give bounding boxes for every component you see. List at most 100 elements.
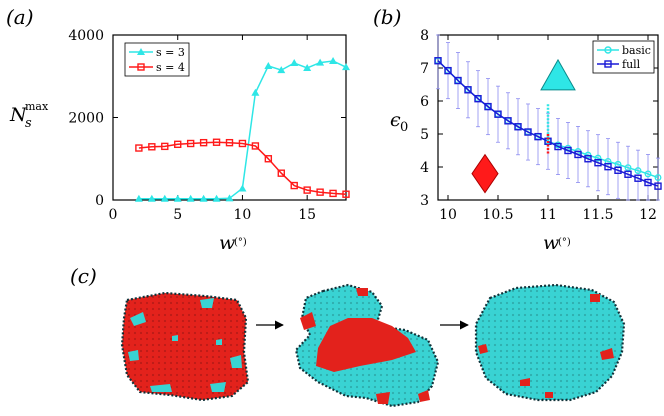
data-point-full (564, 146, 572, 155)
legend-b: basic full (592, 40, 655, 74)
x-tick-label-a: 15 (298, 207, 316, 223)
cluster-middle (294, 283, 440, 408)
data-point-s-4 (148, 143, 156, 151)
data-point-s-4 (329, 189, 337, 198)
cluster-left-cyan-patch-4 (230, 355, 242, 368)
cluster-right-red-patch-2 (600, 348, 614, 360)
data-point-s-4 (342, 190, 350, 198)
data-point-full (584, 155, 592, 163)
panel-b: (b) 10 10.5 11 11.5 12 3 4 5 6 7 8 ϵ 0 w (°) basic… (373, 5, 662, 254)
data-point-s-4 (277, 169, 285, 177)
data-point-s-3 (303, 64, 312, 71)
data-point-s-4 (225, 138, 234, 147)
cluster-middle-red-patch-3 (356, 288, 368, 296)
x-tick-label-b: 10 (439, 207, 457, 223)
cluster-right-texture (476, 285, 624, 400)
y-tick-label-b: 6 (420, 94, 429, 110)
data-point-s-3 (290, 59, 299, 67)
cluster-middle-red-patch-4 (418, 390, 430, 402)
cluster-left-texture (122, 293, 248, 400)
y-tick-label-b: 3 (420, 193, 429, 209)
y-tick-label-b: 8 (420, 28, 429, 44)
y-tick-label-a: 0 (95, 193, 104, 209)
cluster-left (120, 291, 250, 402)
cluster-middle-red-band (316, 318, 416, 372)
cluster-left-cyan-patch-5 (150, 384, 172, 392)
data-point-s-3 (160, 194, 169, 202)
cluster-left-cyan-patch-1 (130, 312, 146, 326)
data-point-full (484, 102, 492, 111)
x-axis-title-a: w (°) (219, 232, 247, 254)
series-group-a (134, 56, 350, 202)
data-point-s-3 (264, 61, 273, 69)
annotations-b (471, 58, 576, 194)
legend-label-full: full (622, 58, 641, 71)
data-point-full (474, 94, 482, 103)
data-point-s-3 (238, 184, 247, 192)
data-point-full (464, 86, 472, 94)
data-point-s-3 (186, 194, 195, 202)
x-axis-title-b-main: w (543, 232, 559, 254)
data-point-full (594, 159, 602, 167)
y-axis-title-b: ϵ 0 (390, 109, 408, 135)
series-line-s-3 (138, 60, 347, 200)
x-tick-label-a: 10 (234, 207, 252, 223)
data-point-s-4 (251, 142, 260, 150)
legend-marker-basic (604, 46, 612, 54)
cluster-left-cyan-patch-3 (128, 350, 139, 361)
x-axis-title-b: w (°) (543, 232, 571, 254)
x-tick-label-b: 11 (539, 207, 557, 223)
cluster-right (474, 283, 626, 402)
x-tick-label-b: 11.5 (582, 207, 613, 223)
data-point-s-3 (316, 58, 325, 66)
data-point-s-3 (147, 194, 156, 202)
data-point-full (514, 123, 522, 131)
data-point-s-3 (251, 88, 260, 96)
panel-a: (a) 0 5 10 15 0 2000 4000 N s max w (°) s = 3 … (6, 5, 350, 254)
legend-a: s = 3 s = 4 (124, 42, 190, 77)
data-point-full (614, 166, 622, 175)
y-tick-label-b: 5 (420, 127, 429, 143)
y-axis-title-a-sub: s (25, 116, 32, 131)
x-axis-title-b-unit: (°) (558, 237, 571, 248)
data-point-full (644, 178, 652, 187)
axis-ticks-b: 10 10.5 11 11.5 12 3 4 5 6 7 8 (420, 28, 658, 223)
data-point-s-4 (303, 186, 311, 194)
legend-box-b (592, 40, 655, 74)
y-axis-title-b-sub: 0 (400, 120, 408, 135)
legend-box-a (124, 42, 190, 77)
cluster-right-red-patch-1 (478, 344, 488, 354)
data-point-s-4 (290, 181, 298, 190)
y-tick-label-b: 4 (420, 160, 429, 176)
cluster-right-red-patch-3 (590, 294, 600, 302)
y-axis-title-a-main: N (9, 104, 28, 126)
data-point-full (634, 174, 642, 182)
data-point-s-3 (173, 194, 182, 202)
x-tick-label-b: 12 (639, 207, 657, 223)
data-point-s-3 (329, 56, 338, 64)
panel-c: (c) (70, 264, 626, 408)
data-point-full (454, 76, 462, 85)
data-point-full (604, 162, 612, 171)
panel-label-b: (b) (373, 5, 401, 29)
data-point-s-4 (186, 139, 195, 148)
data-point-s-4 (161, 142, 169, 151)
data-point-full (444, 66, 452, 75)
triangle-annotation (540, 58, 576, 91)
legend-label-s4: s = 4 (156, 61, 185, 74)
cluster-left-cyan-patch-2 (200, 298, 214, 308)
y-tick-label-a: 2000 (68, 111, 104, 127)
series-line-s-4 (138, 141, 347, 195)
data-point-full (624, 170, 632, 178)
data-point-s-4 (264, 155, 273, 163)
data-point-s-4 (199, 138, 208, 147)
axis-ticks-a: 0 5 10 15 0 2000 4000 (68, 28, 346, 223)
data-point-s-3 (212, 194, 221, 202)
legend-label-s3: s = 3 (156, 46, 185, 59)
panel-label-a: (a) (6, 5, 34, 29)
data-point-s-4 (212, 138, 221, 146)
series-group-b (434, 34, 662, 201)
y-axis-title-a-sup: max (25, 100, 49, 113)
data-point-basic (634, 167, 642, 175)
